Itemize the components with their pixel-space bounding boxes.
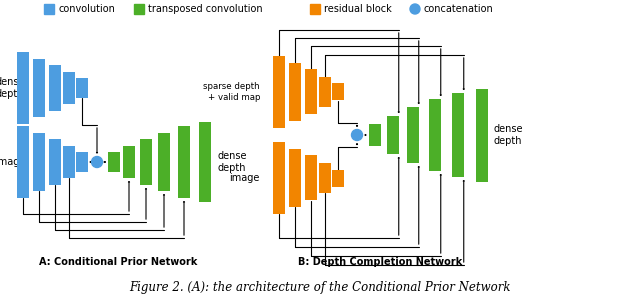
Bar — [319, 163, 331, 193]
Bar — [199, 122, 211, 202]
Bar — [76, 152, 88, 172]
Text: image: image — [0, 157, 25, 167]
Bar — [49, 139, 61, 185]
Text: B: Depth Completion Network: B: Depth Completion Network — [298, 257, 462, 267]
Bar — [387, 116, 399, 154]
Circle shape — [92, 156, 102, 167]
Bar — [407, 107, 419, 163]
Bar — [140, 139, 152, 185]
Circle shape — [351, 130, 362, 140]
Bar — [273, 56, 285, 128]
Bar — [319, 77, 331, 107]
Bar — [134, 4, 144, 14]
Bar — [429, 99, 441, 171]
Bar — [452, 93, 464, 177]
Bar — [305, 156, 317, 201]
Bar — [332, 83, 344, 100]
Bar — [369, 124, 381, 146]
Text: dense
depth: dense depth — [0, 77, 25, 99]
Circle shape — [410, 4, 420, 14]
Bar — [289, 149, 301, 207]
Bar — [476, 89, 488, 181]
Bar — [332, 170, 344, 187]
Bar — [76, 78, 88, 98]
Bar — [49, 65, 61, 111]
Bar — [179, 126, 189, 198]
Bar — [289, 63, 301, 121]
Text: residual block: residual block — [324, 4, 392, 14]
Bar — [273, 142, 285, 214]
Bar — [310, 4, 320, 14]
Bar — [33, 133, 45, 191]
Bar — [63, 146, 75, 178]
Bar — [124, 146, 135, 178]
Bar — [63, 72, 75, 104]
Text: transposed convolution: transposed convolution — [148, 4, 262, 14]
Text: Figure 2. (A): the architecture of the Conditional Prior Network: Figure 2. (A): the architecture of the C… — [129, 280, 511, 294]
Bar — [44, 4, 54, 14]
Text: dense
depth: dense depth — [217, 151, 246, 173]
Bar — [33, 59, 45, 117]
Text: concatenation: concatenation — [424, 4, 493, 14]
Bar — [17, 52, 29, 124]
Text: image: image — [230, 173, 260, 183]
Bar — [305, 69, 317, 114]
Text: dense
depth: dense depth — [493, 124, 524, 146]
Bar — [108, 152, 120, 172]
Bar — [158, 133, 170, 191]
Bar — [17, 126, 29, 198]
Text: convolution: convolution — [58, 4, 115, 14]
Text: sparse depth
+ valid map: sparse depth + valid map — [204, 82, 260, 102]
Text: A: Conditional Prior Network: A: Conditional Prior Network — [39, 257, 197, 267]
